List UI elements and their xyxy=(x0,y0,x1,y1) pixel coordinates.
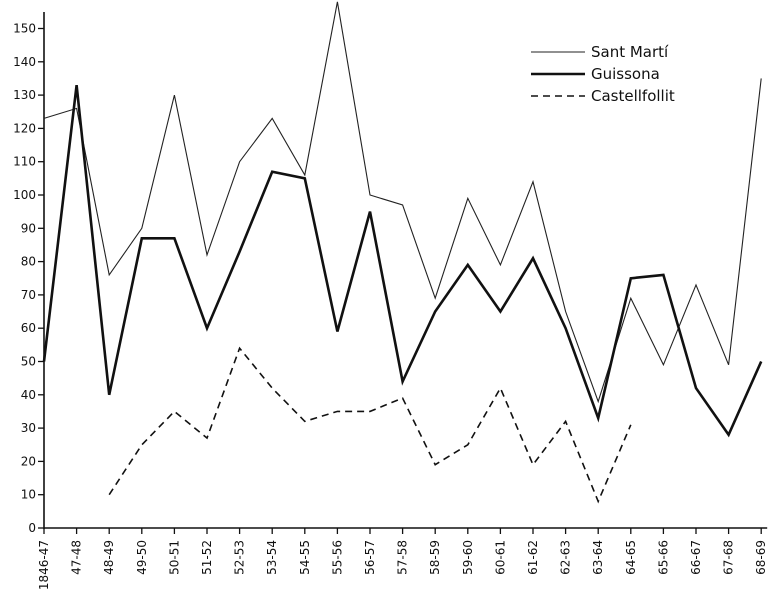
y-tick-label: 40 xyxy=(21,388,36,402)
x-tick-label: 50-51 xyxy=(167,540,181,575)
x-tick-label: 65-66 xyxy=(656,540,670,575)
x-tick-label: 67-68 xyxy=(722,540,736,575)
x-tick-label: 55-56 xyxy=(330,540,344,575)
legend-label: Castellfollit xyxy=(591,87,675,105)
y-tick-label: 100 xyxy=(13,188,36,202)
y-tick-label: 50 xyxy=(21,355,36,369)
legend-label: Guissona xyxy=(591,65,660,83)
y-tick-label: 30 xyxy=(21,421,36,435)
legend: Sant Martí Guissona Castellfollit xyxy=(531,43,675,105)
x-tick-label: 47-48 xyxy=(70,540,84,575)
x-tick-label: 54-55 xyxy=(298,540,312,575)
x-tick-label: 58-59 xyxy=(428,540,442,575)
x-tick-label: 66-67 xyxy=(689,540,703,575)
y-tick-label: 130 xyxy=(13,88,36,102)
y-tick-label: 150 xyxy=(13,22,36,36)
x-tick-label: 56-57 xyxy=(363,540,377,575)
x-tick-label: 51-52 xyxy=(200,540,214,575)
x-tick-label: 49-50 xyxy=(135,540,149,575)
x-tick-label: 48-49 xyxy=(102,540,116,575)
x-tick-label: 57-58 xyxy=(396,540,410,575)
x-tick-label: 59-60 xyxy=(461,540,475,575)
y-tick-label: 70 xyxy=(21,288,36,302)
y-axis-ticks: 0 10 20 30 40 50 60 70 80 90 100 110 120 130 140 150 xyxy=(13,22,44,535)
series-line-guissona xyxy=(42,84,763,438)
y-tick-label: 10 xyxy=(21,488,36,502)
y-tick-label: 90 xyxy=(21,221,36,235)
x-tick-label: 61-62 xyxy=(526,540,540,575)
y-tick-label: 60 xyxy=(21,321,36,335)
series-line-castellfollit xyxy=(108,346,632,504)
axes xyxy=(43,12,768,529)
x-tick-label: 64-65 xyxy=(624,540,638,575)
y-tick-label: 140 xyxy=(13,55,36,69)
x-tick-label: 63-64 xyxy=(591,540,605,575)
y-tick-label: 80 xyxy=(21,255,36,269)
series-line-sant-mart- xyxy=(43,1,762,404)
x-tick-label: 60-61 xyxy=(493,540,507,575)
x-tick-label: 68-69 xyxy=(754,540,768,575)
x-tick-label: 52-53 xyxy=(233,540,247,575)
x-tick-label: 1846-47 xyxy=(37,540,51,590)
x-tick-label: 62-63 xyxy=(559,540,573,575)
series-lines xyxy=(42,1,763,504)
y-tick-label: 120 xyxy=(13,121,36,135)
y-tick-label: 0 xyxy=(28,521,36,535)
y-tick-label: 110 xyxy=(13,155,36,169)
x-axis-ticks: 1846-47 47-48 48-49 49-50 50-51 51-52 52-53 53-… xyxy=(37,528,768,590)
x-tick-label: 53-54 xyxy=(265,540,279,575)
y-tick-label: 20 xyxy=(21,454,36,468)
legend-label: Sant Martí xyxy=(591,43,669,61)
